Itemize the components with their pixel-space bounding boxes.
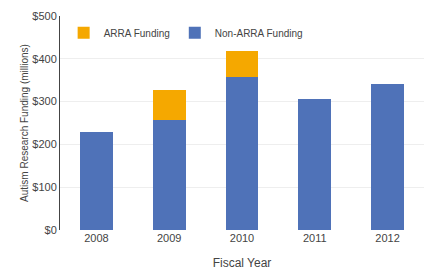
svg-text:2012: 2012 <box>375 232 399 244</box>
svg-text:Autism Research Funding (milli: Autism Research Funding (millions) <box>19 44 30 202</box>
svg-text:$500: $500 <box>32 10 56 22</box>
svg-text:2009: 2009 <box>157 232 181 244</box>
svg-text:$400: $400 <box>32 53 56 65</box>
svg-text:$0: $0 <box>45 224 57 236</box>
svg-text:2010: 2010 <box>230 232 254 244</box>
svg-text:2011: 2011 <box>303 232 327 244</box>
svg-text:Non-ARRA Funding: Non-ARRA Funding <box>215 28 303 39</box>
svg-text:$100: $100 <box>32 181 56 193</box>
svg-text:$200: $200 <box>32 138 56 150</box>
svg-text:$300: $300 <box>32 95 56 107</box>
svg-text:2008: 2008 <box>84 232 108 244</box>
svg-text:Fiscal Year: Fiscal Year <box>213 256 272 270</box>
svg-text:ARRA Funding: ARRA Funding <box>104 28 170 39</box>
